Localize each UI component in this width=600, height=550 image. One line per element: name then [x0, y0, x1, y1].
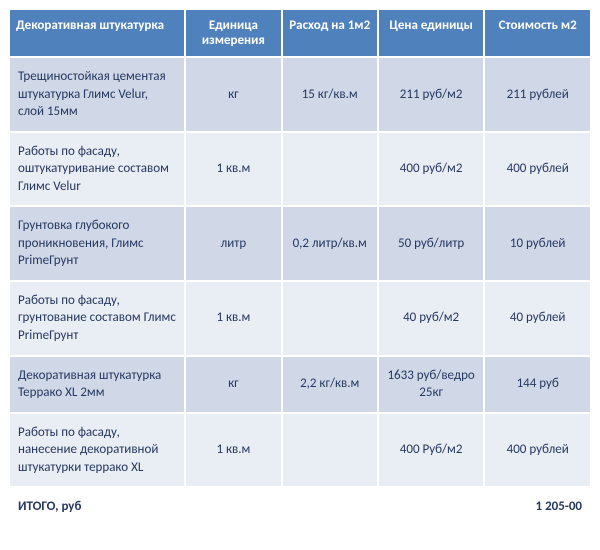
cell-unit: кг — [186, 58, 280, 131]
col-header-cons: Расход на 1м2 — [283, 10, 377, 56]
cell-price: 1633 руб/ведро 25кг — [379, 357, 484, 412]
cell-unit: кг — [186, 357, 280, 412]
cell-unit: 1 кв.м — [186, 414, 280, 487]
cell-price: 211 руб/м2 — [379, 58, 484, 131]
cell-cons — [283, 414, 377, 487]
cell-desc: Работы по фасаду, оштукатуривание состав… — [10, 133, 184, 206]
col-header-cost: Стоимость м2 — [485, 10, 590, 56]
cell-cons: 15 кг/кв.м — [283, 58, 377, 131]
col-header-desc: Декоративная штукатурка — [10, 10, 184, 56]
table-header-row: Декоративная штукатурка Единица измерени… — [10, 10, 590, 56]
cell-cons — [283, 133, 377, 206]
cell-price: 50 руб/литр — [379, 207, 484, 280]
cell-cost: 400 рублей — [485, 414, 590, 487]
cell-cons: 2,2 кг/кв.м — [283, 357, 377, 412]
cell-cost: 211 рублей — [485, 58, 590, 131]
total-value: 1 205-00 — [485, 488, 590, 526]
cell-cost: 40 рублей — [485, 282, 590, 355]
table-row: Декоративная штукатурка Террако XL 2ммкг… — [10, 357, 590, 412]
cell-unit: 1 кв.м — [186, 133, 280, 206]
cell-cost: 400 рублей — [485, 133, 590, 206]
total-label: ИТОГО, руб — [10, 488, 483, 526]
cell-desc: Работы по фасаду, грунтование составом Г… — [10, 282, 184, 355]
cell-desc: Работы по фасаду, нанесение декоративной… — [10, 414, 184, 487]
cell-desc: Грунтовка глубокого проникновения, Глимс… — [10, 207, 184, 280]
cell-desc: Декоративная штукатурка Террако XL 2мм — [10, 357, 184, 412]
table-row: Работы по фасаду, нанесение декоративной… — [10, 414, 590, 487]
cell-desc: Трещиностойкая цементая штукатурка Глимс… — [10, 58, 184, 131]
table-row: Трещиностойкая цементая штукатурка Глимс… — [10, 58, 590, 131]
cell-price: 400 руб/м2 — [379, 133, 484, 206]
table-total-row: ИТОГО, руб 1 205-00 — [10, 488, 590, 526]
cell-cost: 144 руб — [485, 357, 590, 412]
table-row: Работы по фасаду, грунтование составом Г… — [10, 282, 590, 355]
cell-cons — [283, 282, 377, 355]
cell-cost: 10 рублей — [485, 207, 590, 280]
cell-price: 40 руб/м2 — [379, 282, 484, 355]
col-header-price: Цена единицы — [379, 10, 484, 56]
col-header-unit: Единица измерения — [186, 10, 280, 56]
cell-cons: 0,2 литр/кв.м — [283, 207, 377, 280]
cell-unit: литр — [186, 207, 280, 280]
materials-cost-table: Декоративная штукатурка Единица измерени… — [8, 8, 592, 528]
table-row: Грунтовка глубокого проникновения, Глимс… — [10, 207, 590, 280]
table-row: Работы по фасаду, оштукатуривание состав… — [10, 133, 590, 206]
cell-price: 400 Руб/м2 — [379, 414, 484, 487]
cell-unit: 1 кв.м — [186, 282, 280, 355]
table-body: Трещиностойкая цементая штукатурка Глимс… — [10, 58, 590, 486]
